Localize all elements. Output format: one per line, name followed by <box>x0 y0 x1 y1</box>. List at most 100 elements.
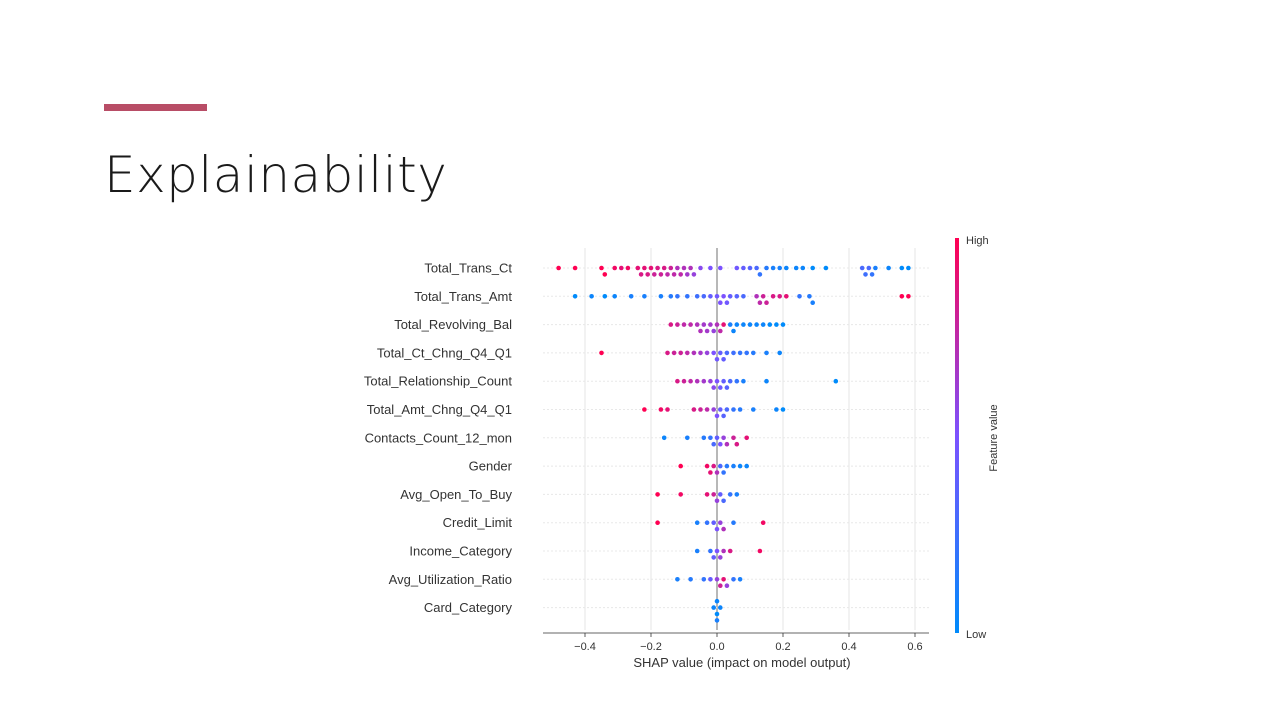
shap-point <box>718 583 723 588</box>
shap-point <box>866 265 872 271</box>
shap-point <box>714 618 720 623</box>
colorbar-title: Feature value <box>988 404 1000 471</box>
shap-point <box>612 294 617 299</box>
shap-point <box>711 605 716 610</box>
shap-point <box>671 350 677 356</box>
grid-layer <box>543 248 929 630</box>
feature-label: Avg_Utilization_Ratio <box>389 572 512 587</box>
shap-point <box>760 322 766 327</box>
shap-point <box>711 328 716 334</box>
colorbar-gradient <box>955 238 959 633</box>
shap-point <box>721 322 726 327</box>
feature-labels: Total_Trans_Ct Total_Trans_Amt Total_Revol… <box>364 261 513 616</box>
shap-point <box>731 520 736 525</box>
shap-point <box>638 272 644 277</box>
shap-point <box>721 526 726 532</box>
shap-point <box>747 322 753 327</box>
shap-point <box>675 322 680 327</box>
shap-point <box>873 265 878 271</box>
shap-point <box>711 555 716 560</box>
shap-point <box>718 265 723 271</box>
shap-point <box>694 520 700 525</box>
shap-point <box>731 407 736 412</box>
feature-label: Contacts_Count_12_mon <box>365 430 512 445</box>
feature-label: Total_Trans_Ct <box>424 261 512 276</box>
shap-point <box>711 492 716 497</box>
shap-point <box>714 498 720 504</box>
shap-point <box>678 272 683 277</box>
shap-point <box>797 294 802 299</box>
shap-point <box>681 322 687 327</box>
shap-point <box>671 272 677 277</box>
shap-point <box>602 294 608 299</box>
shap-point <box>754 294 759 299</box>
shap-point <box>711 463 716 469</box>
colorbar-high-label: High <box>966 235 989 247</box>
x-tick-label: 0.0 <box>709 641 724 653</box>
shap-point <box>556 265 561 271</box>
shap-point <box>655 492 660 497</box>
shap-point <box>628 294 634 299</box>
shap-point <box>734 265 740 271</box>
shap-point <box>777 294 782 299</box>
shap-point <box>704 463 710 469</box>
shap-point <box>714 435 720 441</box>
shap-point <box>744 463 749 469</box>
feature-label: Avg_Open_To_Buy <box>400 487 512 502</box>
shap-point <box>708 470 713 475</box>
shap-point <box>718 300 723 306</box>
shap-point <box>731 328 736 334</box>
shap-point <box>655 265 660 271</box>
shap-point <box>711 350 716 356</box>
shap-point <box>764 350 769 356</box>
shap-point <box>714 611 720 617</box>
shap-point <box>721 470 726 475</box>
shap-point <box>777 350 782 356</box>
shap-point <box>714 413 720 419</box>
shap-point <box>734 492 740 497</box>
shap-point <box>744 435 749 441</box>
shap-point <box>668 294 674 299</box>
shap-point <box>714 357 720 362</box>
shap-point <box>718 463 723 469</box>
shap-point <box>612 265 617 271</box>
shap-point <box>727 294 733 299</box>
shap-point <box>724 385 730 390</box>
shap-point <box>678 463 683 469</box>
shap-point <box>741 265 746 271</box>
shap-point <box>708 378 713 384</box>
shap-point <box>737 350 743 356</box>
shap-point <box>701 294 707 299</box>
shap-point <box>793 265 799 271</box>
shap-point <box>711 520 716 525</box>
feature-label: Total_Trans_Amt <box>414 289 512 304</box>
shap-point <box>658 272 664 277</box>
shap-point <box>694 294 700 299</box>
shap-point <box>757 300 763 306</box>
shap-point <box>708 548 713 554</box>
shap-point <box>906 265 911 271</box>
shap-point <box>675 577 680 582</box>
x-tick-label: −0.4 <box>574 641 596 653</box>
shap-point <box>675 294 680 299</box>
shap-point <box>668 322 674 327</box>
shap-point <box>899 265 905 271</box>
shap-point <box>688 378 693 384</box>
feature-label: Credit_Limit <box>443 515 513 530</box>
shap-point <box>688 577 693 582</box>
feature-label: Card_Category <box>424 600 513 615</box>
shap-point <box>704 407 710 412</box>
shap-point <box>665 350 670 356</box>
shap-point <box>764 378 769 384</box>
feature-label: Total_Relationship_Count <box>364 374 513 389</box>
shap-point <box>718 605 723 610</box>
shap-point <box>721 498 726 504</box>
shap-point <box>737 463 743 469</box>
shap-point <box>714 577 720 582</box>
shap-point <box>724 441 730 447</box>
shap-point <box>675 265 680 271</box>
shap-point <box>619 265 624 271</box>
shap-point <box>727 548 733 554</box>
shap-point <box>721 548 726 554</box>
shap-point <box>714 470 720 475</box>
